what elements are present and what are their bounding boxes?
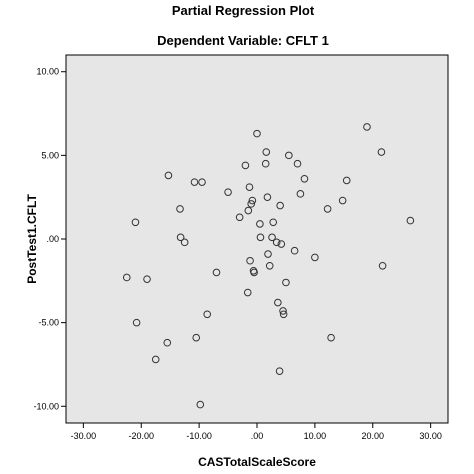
data-point (363, 123, 371, 131)
data-point (327, 333, 335, 342)
data-point (378, 261, 387, 270)
data-point (245, 183, 254, 191)
data-point (275, 367, 284, 375)
x-axis-title: CASTotalScaleScore (198, 455, 316, 469)
data-point (296, 190, 305, 198)
data-points (122, 123, 415, 409)
data-point (290, 246, 299, 255)
data-point (285, 151, 293, 160)
data-point (253, 129, 261, 138)
data-point (243, 288, 252, 297)
data-point (272, 238, 281, 247)
data-point (250, 268, 258, 277)
data-point (235, 213, 244, 222)
data-point (338, 196, 347, 205)
data-point (277, 240, 286, 248)
x-axis: -30.00 -20.00 -10.00 .00 10.00 20.00 30.00 (71, 423, 442, 441)
data-point (256, 233, 265, 242)
plot-area (65, 54, 449, 424)
y-tick-label: 10.00 (36, 67, 59, 77)
data-point (279, 307, 287, 315)
y-tick-label: -5.00 (38, 318, 59, 328)
data-point (311, 253, 319, 262)
data-point (224, 188, 232, 196)
data-point (151, 355, 160, 364)
data-point (256, 220, 264, 228)
x-tick-label: -10.00 (186, 431, 212, 441)
x-tick-label: -20.00 (128, 431, 154, 441)
data-point (132, 318, 141, 327)
data-point (377, 148, 386, 156)
y-tick-label: .00 (46, 234, 59, 244)
data-point (274, 298, 282, 307)
data-point (196, 400, 205, 409)
data-point (176, 233, 185, 242)
x-tick-label: .00 (251, 431, 264, 441)
data-point (190, 178, 199, 186)
data-point (293, 159, 302, 168)
x-tick-label: 10.00 (304, 431, 327, 441)
data-point (247, 200, 256, 208)
x-tick-label: 20.00 (361, 431, 384, 441)
data-point (282, 278, 290, 287)
data-point (262, 148, 271, 156)
x-tick-label: 30.00 (419, 431, 442, 441)
y-axis: -10.00 -5.00 .00 5.00 10.00 (33, 67, 66, 411)
y-tick-label: 5.00 (41, 150, 59, 160)
data-point (264, 250, 272, 258)
data-point (279, 310, 288, 319)
data-point (300, 174, 309, 183)
data-point (180, 238, 189, 247)
data-point (406, 216, 415, 225)
data-point (246, 256, 254, 265)
data-point (164, 171, 173, 180)
data-point (263, 193, 272, 201)
data-point (244, 206, 253, 215)
data-point (212, 268, 221, 277)
data-point (143, 275, 151, 283)
chart-title: Partial Regression Plot (172, 3, 315, 18)
data-point (241, 161, 250, 170)
data-point (268, 233, 276, 242)
data-point (192, 333, 201, 342)
y-tick-label: -10.00 (33, 401, 59, 411)
data-point (265, 261, 274, 270)
data-point (276, 201, 284, 210)
data-point (176, 205, 184, 213)
data-point (198, 178, 206, 186)
data-point (203, 310, 212, 319)
data-point (323, 205, 332, 213)
data-point (261, 159, 270, 168)
y-axis-title: PostTest1.CFLT (25, 194, 39, 284)
data-point (342, 176, 351, 185)
data-point (131, 218, 140, 227)
chart-subtitle: Dependent Variable: CFLT 1 (157, 33, 329, 48)
data-point (163, 338, 172, 347)
data-point (122, 273, 131, 282)
data-point (269, 218, 278, 227)
data-point (248, 196, 257, 205)
x-tick-label: -30.00 (71, 431, 97, 441)
